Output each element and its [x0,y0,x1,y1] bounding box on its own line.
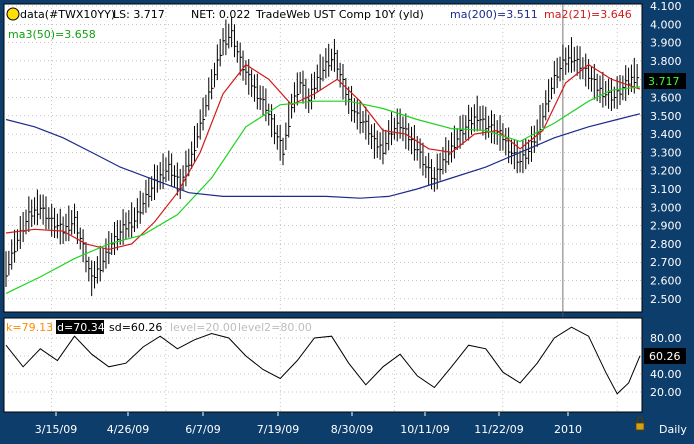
date-tick-label: 6/7/09 [185,423,220,436]
price-tick-label: 3.500 [650,110,682,123]
price-tick-label: 4.100 [650,0,682,13]
legend-level2: level2=80.00 [238,321,312,334]
price-tick-label: 2.500 [650,293,682,306]
price-tick-label: 2.800 [650,238,682,251]
series-ma2-21- [5,63,641,251]
price-tick-label: 4.000 [650,18,682,31]
stoch-tick-label: 20.00 [650,386,682,399]
legend-symbol: data(#TWX10YY) [20,8,115,21]
series-ma-200- [5,113,641,199]
price-tick-label: 2.900 [650,220,682,233]
date-tick-label: 7/19/09 [257,423,299,436]
stoch-last-value: 60.26 [649,350,681,363]
stoch-series-line [5,326,641,395]
stoch-tick-label: 80.00 [650,332,682,345]
price-legend: data(#TWX10YY) LS: 3.717 NET: 0.022 Trad… [6,7,632,41]
date-tick-label: 4/26/09 [107,423,149,436]
stoch-plot [5,326,641,395]
price-panel [3,3,643,313]
stoch-legend: k=79.13 d=70.34 sd=60.26 level=20.00 lev… [6,320,312,334]
period-label[interactable]: Daily [659,423,687,436]
legend-sd: sd=60.26 [109,321,162,334]
price-tick-label: 3.900 [650,37,682,50]
price-tick-label: 3.400 [650,128,682,141]
date-tick-label: 10/11/09 [400,423,449,436]
price-axis: 4.1004.0003.9003.8003.7003.6003.5003.400… [650,0,682,306]
price-plot [5,16,641,297]
price-tick-label: 3.800 [650,55,682,68]
stoch-tick-label: 40.00 [650,368,682,381]
price-tick-label: 3.200 [650,165,682,178]
legend-ma21: ma2(21)=3.646 [544,8,632,21]
legend-ma50: ma3(50)=3.658 [8,28,96,41]
date-tick-label: 11/22/09 [474,423,523,436]
date-tick-label: 3/15/09 [35,423,77,436]
legend-k: k=79.13 [6,321,53,334]
lock-icon[interactable] [635,416,645,431]
price-tick-label: 2.600 [650,275,682,288]
stoch-last-badge: 60.26 [644,348,686,364]
legend-ma200: ma(200)=3.511 [450,8,538,21]
price-last-badge: 3.717 [644,73,686,89]
legend-d: d=70.34 [57,321,105,334]
legend-description: TradeWeb UST Comp 10Y (yld) [255,8,424,21]
date-tick-label: 2010 [554,423,582,436]
legend-d-badge [56,320,104,334]
price-tick-label: 3.000 [650,201,682,214]
price-tick-label: 3.600 [650,92,682,105]
legend-net: NET: 0.022 [191,8,250,21]
price-last-value: 3.717 [648,75,680,88]
price-tick-label: 3.100 [650,183,682,196]
series-ma3-50- [5,86,641,294]
legend-last: LS: 3.717 [113,8,165,21]
legend-level1: level=20.00 [170,321,237,334]
date-axis: 3/15/09 4/26/09 6/7/09 7/19/09 8/30/09 10/11/… [35,412,582,436]
price-tick-label: 2.700 [650,256,682,269]
price-tick-label: 3.300 [650,146,682,159]
symbol-icon[interactable] [6,7,20,21]
date-tick-label: 8/30/09 [331,423,373,436]
